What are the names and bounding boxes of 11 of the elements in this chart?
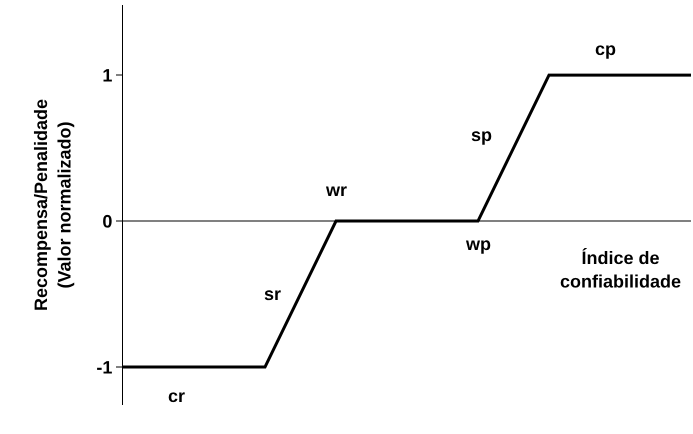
annotation: wr: [325, 180, 348, 200]
y-axis-title: Recompensa/Penalidade (Valor normalizado): [31, 98, 75, 312]
x-axis-title: Índice de confiabilidade: [560, 248, 682, 292]
y-tick-label: 0: [102, 211, 112, 232]
annotation: sp: [471, 125, 492, 145]
annotation: sr: [264, 284, 282, 304]
annotation: wp: [465, 234, 491, 254]
y-tick-label: -1: [96, 357, 112, 378]
y-tick-label: 1: [102, 65, 112, 86]
annotation: cr: [168, 386, 186, 406]
annotation: cp: [595, 39, 616, 59]
